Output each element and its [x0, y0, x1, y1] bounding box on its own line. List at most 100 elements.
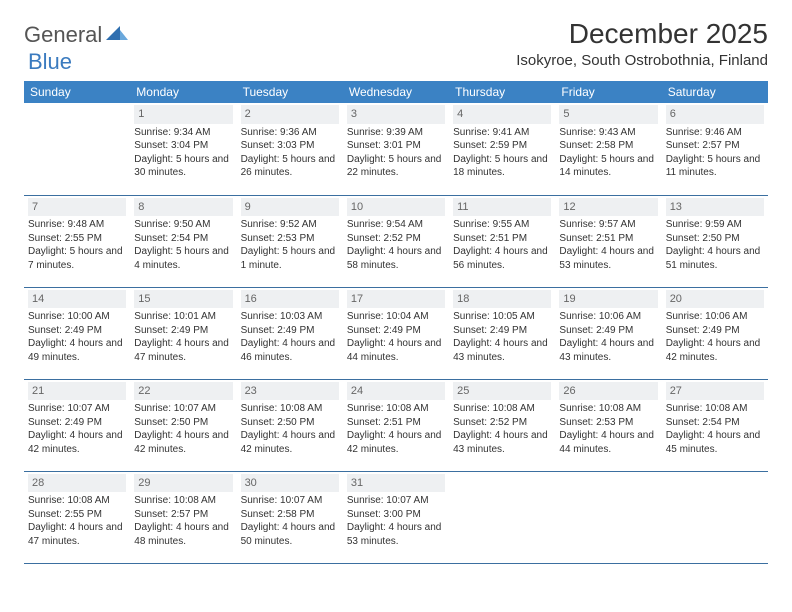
calendar-cell: 13Sunrise: 9:59 AMSunset: 2:50 PMDayligh… [662, 195, 768, 287]
sunset-line: Sunset: 2:50 PM [241, 416, 339, 430]
day-number: 16 [241, 290, 339, 309]
sunrise-line: Sunrise: 9:50 AM [134, 218, 232, 232]
daylight-line: Daylight: 4 hours and 49 minutes. [28, 337, 126, 364]
day-number: 13 [666, 198, 764, 217]
sunset-line: Sunset: 2:52 PM [453, 416, 551, 430]
daylight-line: Daylight: 4 hours and 44 minutes. [559, 429, 657, 456]
day-number: 18 [453, 290, 551, 309]
calendar-body: 1Sunrise: 9:34 AMSunset: 3:04 PMDaylight… [24, 103, 768, 563]
sunrise-line: Sunrise: 9:54 AM [347, 218, 445, 232]
sunrise-line: Sunrise: 9:46 AM [666, 126, 764, 140]
sunset-line: Sunset: 3:03 PM [241, 139, 339, 153]
daylight-line: Daylight: 4 hours and 50 minutes. [241, 521, 339, 548]
day-number: 11 [453, 198, 551, 217]
calendar-cell: 26Sunrise: 10:08 AMSunset: 2:53 PMDaylig… [555, 379, 661, 471]
calendar-cell: 17Sunrise: 10:04 AMSunset: 2:49 PMDaylig… [343, 287, 449, 379]
daylight-line: Daylight: 5 hours and 11 minutes. [666, 153, 764, 180]
sunrise-line: Sunrise: 10:08 AM [134, 494, 232, 508]
calendar-cell: 7Sunrise: 9:48 AMSunset: 2:55 PMDaylight… [24, 195, 130, 287]
month-title: December 2025 [516, 18, 768, 50]
day-number: 28 [28, 474, 126, 493]
sunset-line: Sunset: 2:49 PM [28, 324, 126, 338]
calendar-cell: 20Sunrise: 10:06 AMSunset: 2:49 PMDaylig… [662, 287, 768, 379]
calendar-cell: 27Sunrise: 10:08 AMSunset: 2:54 PMDaylig… [662, 379, 768, 471]
sunrise-line: Sunrise: 10:08 AM [666, 402, 764, 416]
calendar-cell: 3Sunrise: 9:39 AMSunset: 3:01 PMDaylight… [343, 103, 449, 195]
sunrise-line: Sunrise: 9:34 AM [134, 126, 232, 140]
sunrise-line: Sunrise: 10:06 AM [666, 310, 764, 324]
day-number: 8 [134, 198, 232, 217]
sunset-line: Sunset: 3:04 PM [134, 139, 232, 153]
weekday-header: Sunday [24, 81, 130, 103]
daylight-line: Daylight: 4 hours and 47 minutes. [134, 337, 232, 364]
day-number: 25 [453, 382, 551, 401]
sunset-line: Sunset: 2:54 PM [134, 232, 232, 246]
calendar-cell-empty [449, 471, 555, 563]
calendar-cell-empty [555, 471, 661, 563]
logo: General [24, 18, 128, 48]
day-number: 24 [347, 382, 445, 401]
sunrise-line: Sunrise: 9:41 AM [453, 126, 551, 140]
calendar-cell: 16Sunrise: 10:03 AMSunset: 2:49 PMDaylig… [237, 287, 343, 379]
weekday-header: Monday [130, 81, 236, 103]
sunset-line: Sunset: 2:49 PM [241, 324, 339, 338]
sunset-line: Sunset: 2:49 PM [28, 416, 126, 430]
sunset-line: Sunset: 2:51 PM [453, 232, 551, 246]
sunset-line: Sunset: 2:50 PM [666, 232, 764, 246]
weekday-header: Saturday [662, 81, 768, 103]
daylight-line: Daylight: 5 hours and 30 minutes. [134, 153, 232, 180]
sunrise-line: Sunrise: 10:08 AM [28, 494, 126, 508]
sunset-line: Sunset: 2:57 PM [666, 139, 764, 153]
location: Isokyroe, South Ostrobothnia, Finland [516, 52, 768, 69]
sunrise-line: Sunrise: 10:01 AM [134, 310, 232, 324]
sunrise-line: Sunrise: 10:08 AM [559, 402, 657, 416]
calendar-cell: 8Sunrise: 9:50 AMSunset: 2:54 PMDaylight… [130, 195, 236, 287]
sunrise-line: Sunrise: 10:06 AM [559, 310, 657, 324]
daylight-line: Daylight: 5 hours and 22 minutes. [347, 153, 445, 180]
calendar-cell: 9Sunrise: 9:52 AMSunset: 2:53 PMDaylight… [237, 195, 343, 287]
day-number: 22 [134, 382, 232, 401]
sunrise-line: Sunrise: 9:48 AM [28, 218, 126, 232]
logo-text-blue: Blue [28, 49, 72, 74]
day-number: 5 [559, 105, 657, 124]
daylight-line: Daylight: 4 hours and 42 minutes. [666, 337, 764, 364]
calendar-row: 14Sunrise: 10:00 AMSunset: 2:49 PMDaylig… [24, 287, 768, 379]
calendar-cell-empty [24, 103, 130, 195]
sunrise-line: Sunrise: 9:52 AM [241, 218, 339, 232]
sunset-line: Sunset: 2:51 PM [347, 416, 445, 430]
logo-mark-icon [106, 24, 128, 47]
day-number: 6 [666, 105, 764, 124]
calendar-cell: 22Sunrise: 10:07 AMSunset: 2:50 PMDaylig… [130, 379, 236, 471]
calendar-cell: 10Sunrise: 9:54 AMSunset: 2:52 PMDayligh… [343, 195, 449, 287]
sunset-line: Sunset: 2:49 PM [134, 324, 232, 338]
day-number: 7 [28, 198, 126, 217]
sunrise-line: Sunrise: 9:43 AM [559, 126, 657, 140]
day-number: 10 [347, 198, 445, 217]
sunrise-line: Sunrise: 9:57 AM [559, 218, 657, 232]
day-number: 17 [347, 290, 445, 309]
sunrise-line: Sunrise: 10:04 AM [347, 310, 445, 324]
sunset-line: Sunset: 2:59 PM [453, 139, 551, 153]
daylight-line: Daylight: 4 hours and 44 minutes. [347, 337, 445, 364]
daylight-line: Daylight: 4 hours and 43 minutes. [453, 429, 551, 456]
calendar-table: SundayMondayTuesdayWednesdayThursdayFrid… [24, 81, 768, 564]
sunset-line: Sunset: 2:49 PM [666, 324, 764, 338]
daylight-line: Daylight: 4 hours and 42 minutes. [134, 429, 232, 456]
calendar-cell: 11Sunrise: 9:55 AMSunset: 2:51 PMDayligh… [449, 195, 555, 287]
weekday-header: Thursday [449, 81, 555, 103]
sunset-line: Sunset: 2:53 PM [559, 416, 657, 430]
weekday-header: Friday [555, 81, 661, 103]
sunrise-line: Sunrise: 10:07 AM [134, 402, 232, 416]
calendar-cell: 18Sunrise: 10:05 AMSunset: 2:49 PMDaylig… [449, 287, 555, 379]
daylight-line: Daylight: 4 hours and 45 minutes. [666, 429, 764, 456]
calendar-cell: 28Sunrise: 10:08 AMSunset: 2:55 PMDaylig… [24, 471, 130, 563]
calendar-head: SundayMondayTuesdayWednesdayThursdayFrid… [24, 81, 768, 103]
sunset-line: Sunset: 2:57 PM [134, 508, 232, 522]
daylight-line: Daylight: 4 hours and 53 minutes. [347, 521, 445, 548]
day-number: 29 [134, 474, 232, 493]
sunset-line: Sunset: 2:52 PM [347, 232, 445, 246]
sunrise-line: Sunrise: 9:36 AM [241, 126, 339, 140]
day-number: 23 [241, 382, 339, 401]
calendar-cell: 23Sunrise: 10:08 AMSunset: 2:50 PMDaylig… [237, 379, 343, 471]
sunset-line: Sunset: 2:58 PM [559, 139, 657, 153]
